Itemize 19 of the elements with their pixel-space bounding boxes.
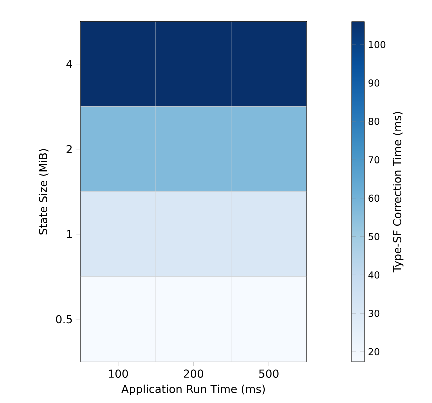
color-bar-title: Type-SF Correction Time (ms) bbox=[393, 112, 404, 273]
color-bar-label: 30 bbox=[368, 310, 380, 318]
x-tick-label: 200 bbox=[184, 370, 204, 378]
y-axis-title: State Size (MiB) bbox=[38, 149, 49, 235]
y-tick-label: 4 bbox=[66, 60, 72, 68]
color-bar-label: 100 bbox=[369, 41, 386, 48]
y-tick-label: 0.5 bbox=[56, 315, 72, 324]
x-tick-label: 100 bbox=[109, 370, 128, 378]
color-bar-label: 40 bbox=[368, 272, 380, 279]
x-tick-label: 500 bbox=[259, 370, 279, 378]
x-axis-title: Application Run Time (ms) bbox=[122, 384, 266, 396]
y-tick-label: 1 bbox=[67, 230, 72, 238]
y-tick-label: 2 bbox=[66, 145, 72, 154]
color-bar-label: 70 bbox=[368, 156, 380, 164]
color-bar-label: 50 bbox=[368, 233, 380, 240]
color-bar-label: 90 bbox=[368, 80, 380, 87]
color-bar-label: 20 bbox=[368, 348, 380, 356]
color-bar-label: 60 bbox=[368, 194, 380, 202]
color-bar-label: 80 bbox=[368, 118, 380, 126]
